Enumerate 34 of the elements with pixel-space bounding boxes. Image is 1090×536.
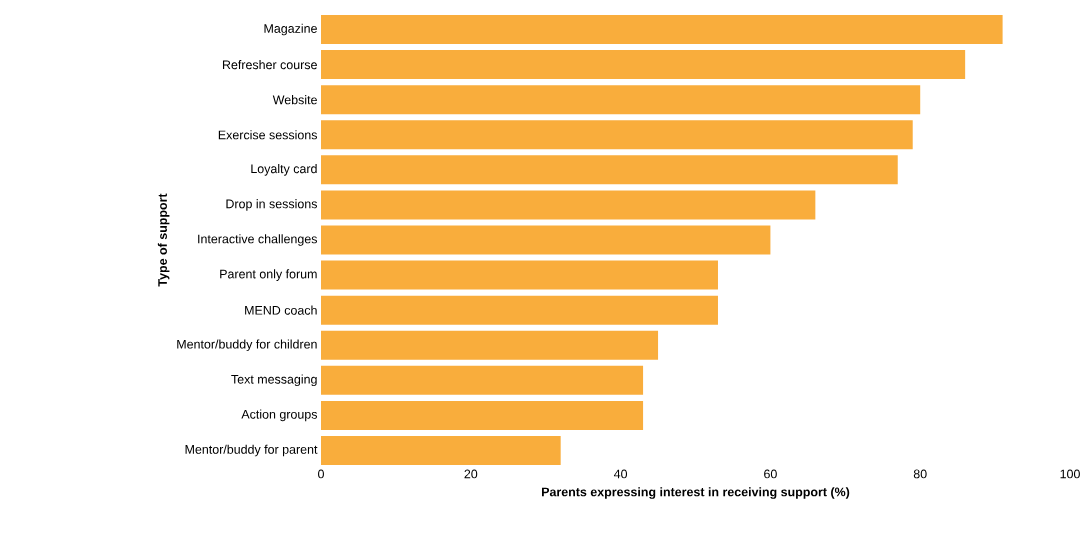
y-tick-label: Mentor/buddy for children [177,339,317,352]
y-tick-label: Parent only forum [220,269,317,281]
bar [321,155,898,185]
bar [321,225,771,255]
bar [321,50,966,80]
y-tick-label: MEND coach [245,305,317,315]
bar [321,400,644,430]
y-tick-label: Magazine [264,23,317,36]
bar [321,260,718,290]
x-tick-label: 80 [913,469,927,479]
bar [321,295,718,325]
x-tick-label: 0 [318,469,324,479]
y-tick-label: Interactive challenges [198,234,318,246]
y-tick-label: Refresher course [222,60,317,70]
bar [321,15,1003,45]
bar [321,85,921,115]
bar [321,435,561,465]
x-tick-label: 60 [764,469,777,479]
y-tick-label: Loyalty card [251,164,317,176]
x-axis-title: Parents expressing interest in receiving support (%) [542,487,850,499]
y-tick-label: Website [272,95,317,105]
y-axis-title: Type of support [157,193,170,287]
x-tick-label: 40 [613,469,628,479]
x-tick-label: 100 [1060,469,1080,479]
x-tick-label: 20 [464,469,478,479]
y-tick-label: Drop in sessions [226,199,318,211]
y-tick-label: Exercise sessions [218,130,318,140]
bar [321,120,913,150]
bar [321,190,816,220]
y-tick-label: Text messaging [231,374,317,387]
y-tick-label: Action groups [241,409,318,422]
y-tick-label: Mentor/buddy for parent [185,444,318,457]
bar [321,330,659,360]
bar [321,365,644,395]
